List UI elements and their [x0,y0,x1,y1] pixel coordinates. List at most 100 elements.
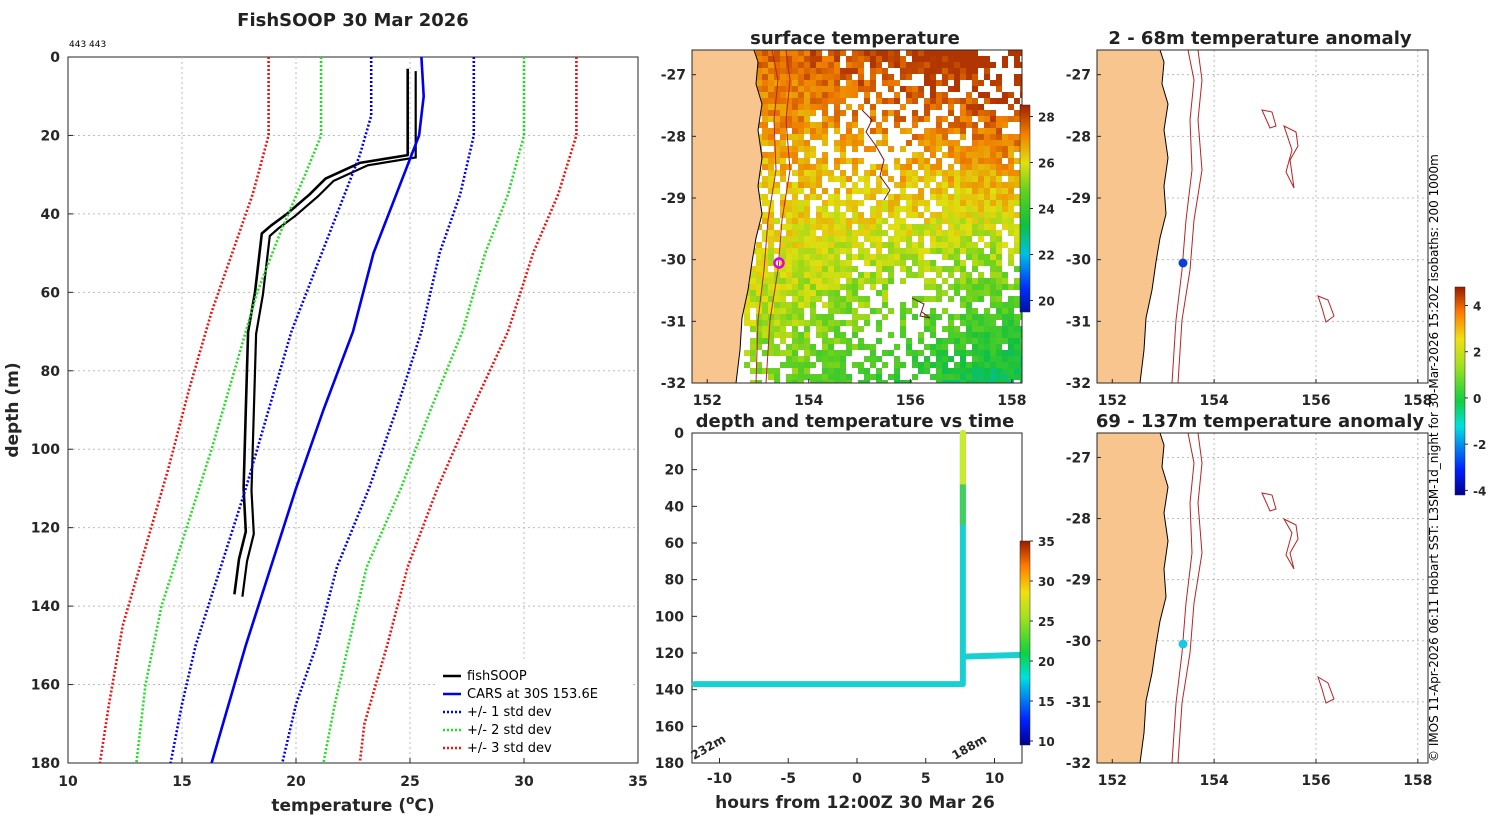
sst-cell [942,212,948,218]
sst-cell [954,266,960,272]
sst-cell [942,230,948,236]
sst-cell [1020,62,1022,68]
sst-cell [816,374,822,380]
sst-cell [768,176,774,182]
sst-cell [996,338,1002,344]
sst-cell [900,302,906,308]
sst-cell [858,344,864,350]
sst-cell [816,134,822,140]
sst-cell [816,266,822,272]
sst-cell [864,188,870,194]
sst-cell [942,350,948,356]
sst-cell [954,74,960,80]
sst-cell [990,236,996,242]
sst-cell [948,110,954,116]
sst-cell [834,50,840,56]
profile-ylabel: depth (m) [3,362,23,457]
sst-cell [936,230,942,236]
sst-cell [870,224,876,230]
sst-cell [972,290,978,296]
sst-cell [780,284,786,290]
sst-cell [948,266,954,272]
sst-cell [924,362,930,368]
sst-cell [972,284,978,290]
sst-cell [852,314,858,320]
sst-cell [942,356,948,362]
sst-cell [1002,164,1008,170]
sst-cell [804,236,810,242]
sst-cell [798,356,804,362]
sst-cell [816,68,822,74]
sst-cell [984,242,990,248]
sst-cell [936,380,942,383]
sst-cell [768,278,774,284]
sst-cell [804,146,810,152]
sst-cell [816,122,822,128]
anom1-seamount-2 [1283,125,1299,189]
sst-cell [912,116,918,122]
sst-cell [750,296,756,302]
sst-cell [780,134,786,140]
sst-cell [882,266,888,272]
profile-y-tick-label: 20 [41,128,61,144]
sst-cell [912,356,918,362]
sst-cell [960,206,966,212]
sst-cell [996,134,1002,140]
sst-cell [768,290,774,296]
sst-cell [978,206,984,212]
sst-y-tick-label: -32 [661,376,686,392]
sst-cell [774,140,780,146]
sst-position-marker [773,257,785,269]
sst-cell [900,104,906,110]
sst-cell [972,326,978,332]
sst-cell [816,248,822,254]
sst-cell [762,152,768,158]
sst-cell [930,344,936,350]
sst-cell [828,50,834,56]
sst-cell [822,278,828,284]
sst-cell [966,74,972,80]
sst-cell [792,68,798,74]
sst-cell [870,260,876,266]
sst-cell [954,140,960,146]
sst-cell [858,314,864,320]
sst-cell [864,170,870,176]
sst-ticks: 152 154 156 158-27-28-29-30-31-32 [661,68,1027,409]
sst-cell [936,266,942,272]
sst-cell [792,254,798,260]
sst-cell [924,50,930,56]
sst-cell [972,188,978,194]
sst-cell [786,182,792,188]
sst-cell [780,290,786,296]
sst-cell [864,98,870,104]
sst-cell [882,128,888,134]
sst-cell [930,80,936,86]
sst-cell [924,260,930,266]
sst-cell [984,350,990,356]
sst-cell [846,92,852,98]
sst-cell [816,380,822,383]
sst-cell [948,128,954,134]
sst-cell [960,176,966,182]
sst-cell [912,248,918,254]
sst-cell [972,80,978,86]
sst-cell [798,128,804,134]
sst-cell [1020,368,1022,374]
sst-cell [1002,272,1008,278]
sst-cell [804,326,810,332]
sst-cell [966,56,972,62]
sst-cell [972,56,978,62]
sst-cell [1008,218,1014,224]
sst-cell [792,56,798,62]
sst-cell [810,380,816,383]
anom2-y-tick-label: -29 [1066,573,1091,589]
sst-colorbar-tick-label: 26 [1038,157,1055,171]
sst-cell [888,50,894,56]
sst-cell [996,176,1002,182]
sst-cell [774,182,780,188]
sst-cell [762,164,768,170]
sst-cell [930,260,936,266]
sst-cell [852,116,858,122]
sst-cell [858,86,864,92]
sst-cell [768,212,774,218]
